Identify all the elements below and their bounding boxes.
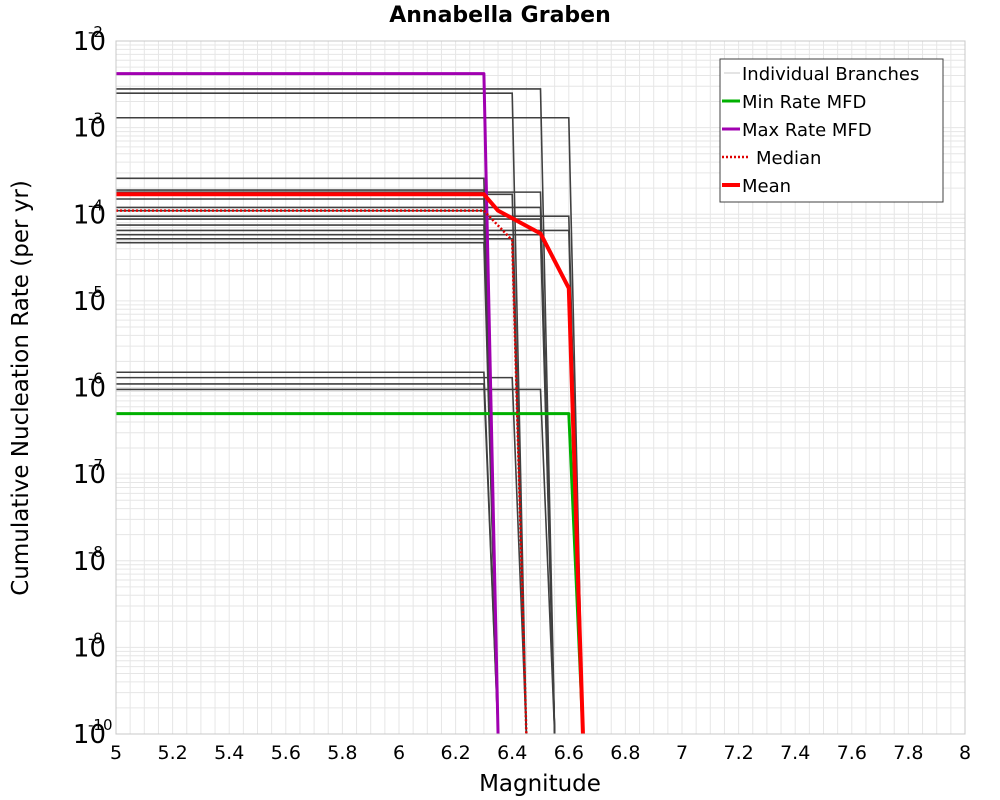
y-axis-label: Cumulative Nucleation Rate (per yr) [8, 180, 34, 596]
x-tick-label: 7.6 [837, 742, 867, 764]
x-tick-label: 7 [676, 742, 688, 764]
y-tick-exponent: -6 [88, 370, 103, 388]
y-tick-exponent: -8 [88, 543, 103, 561]
branch-line [116, 92, 528, 735]
median-line [116, 209, 528, 735]
y-tick-label: 10 [73, 633, 106, 663]
y-tick-label: 10 [73, 720, 106, 750]
x-axis-label: Magnitude [479, 771, 601, 797]
y-tick-label: 10 [73, 374, 106, 404]
x-tick-label: 5 [110, 742, 122, 764]
branch-line [116, 215, 584, 735]
legend: Individual Branches Min Rate MFD Max Rat… [719, 58, 944, 203]
x-tick-label: 6.2 [440, 742, 470, 764]
branch-line [116, 189, 499, 735]
branch-line [116, 177, 499, 735]
branch-line [116, 198, 499, 735]
legend-label-median: Median [756, 148, 821, 169]
mean-line [116, 192, 585, 735]
x-tick-label: 5.8 [327, 742, 357, 764]
max-rate-line [116, 72, 500, 735]
x-tick-label: 5.2 [157, 742, 187, 764]
x-tick-labels: 5 5.2 5.4 5.6 5.8 6 6.2 6.4 6.6 6.8 7 7.2 7.4 7.6 7.8 8 [110, 742, 971, 764]
y-tick-exponent: -3 [88, 110, 103, 128]
legend-label-branches: Individual Branches [742, 64, 919, 85]
y-tick-exponent: -5 [88, 283, 103, 301]
branch-line [116, 371, 499, 735]
y-tick-label: 10 [73, 114, 106, 144]
y-tick-labels: 10-210-310-410-510-610-710-810-910-10 [73, 23, 113, 750]
x-tick-label: 5.4 [214, 742, 244, 764]
y-tick-label: 10 [73, 27, 106, 57]
legend-label-mean: Mean [742, 176, 791, 197]
y-tick-exponent: -7 [88, 456, 103, 474]
branch-line [116, 88, 556, 735]
y-tick-exponent: -4 [88, 196, 103, 214]
x-tick-label: 7.4 [780, 742, 810, 764]
branch-line [116, 388, 556, 735]
y-tick-exponent: -10 [88, 716, 113, 734]
y-tick-label: 10 [73, 287, 106, 317]
branch-line [116, 383, 499, 735]
y-tick-label: 10 [73, 547, 106, 577]
branch-line [116, 238, 528, 735]
x-tick-label: 6.6 [554, 742, 584, 764]
branch-line [116, 376, 528, 735]
x-tick-label: 5.6 [271, 742, 301, 764]
y-tick-exponent: -2 [88, 23, 103, 41]
x-tick-label: 6 [393, 742, 405, 764]
y-tick-label: 10 [73, 460, 106, 490]
x-tick-label: 7.8 [893, 742, 923, 764]
grid [115, 41, 966, 735]
y-tick-label: 10 [73, 200, 106, 230]
legend-box [719, 58, 944, 203]
branch-line [116, 224, 499, 735]
plot-frame [115, 40, 966, 735]
legend-label-max: Max Rate MFD [742, 120, 872, 141]
x-tick-label: 7.2 [723, 742, 753, 764]
y-tick-exponent: -9 [88, 629, 103, 647]
x-tick-label: 6.4 [497, 742, 527, 764]
series-lines [116, 72, 585, 735]
x-tick-label: 6.8 [610, 742, 640, 764]
individual-branches [116, 88, 584, 735]
x-tick-label: 8 [959, 742, 971, 764]
legend-label-min: Min Rate MFD [742, 92, 866, 113]
chart-title: Annabella Graben [389, 3, 611, 28]
